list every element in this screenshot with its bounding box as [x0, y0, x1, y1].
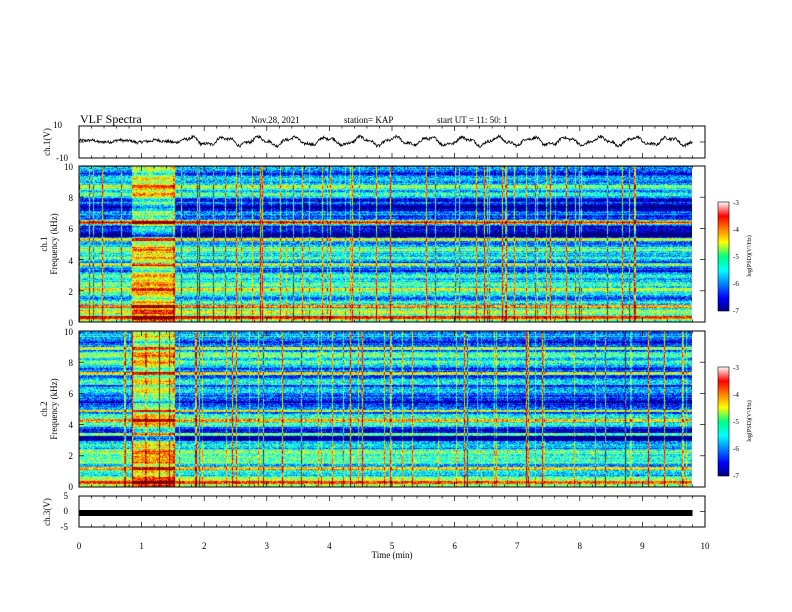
- ch2-cbar-tick-m5: -5: [733, 418, 739, 426]
- ch3-y-ticks: [78, 495, 706, 528]
- ch2-spectrogram-ylabel-line1: ch.2: [39, 401, 49, 416]
- ch1-spectrogram-panel: 0 2 4 6 8 10 ch.1 Frequency (kHz): [39, 162, 706, 328]
- ch1-colorbar-label: log(PSD)(V²/Hz): [746, 235, 753, 276]
- ch1-spectrogram-ylabel-line1: ch.1: [39, 236, 49, 251]
- ch1-waveform-bg: [79, 126, 705, 158]
- xtick-label-10: 10: [701, 541, 711, 551]
- ch2-ytick-10: 10: [64, 327, 74, 337]
- ch1-ytick-4: 4: [69, 256, 74, 266]
- ch1-spectrogram-ticks: [78, 165, 706, 323]
- ch1-ytick-2: 2: [69, 287, 74, 297]
- xtick-label-7: 7: [515, 541, 520, 551]
- xtick-label-3: 3: [265, 541, 270, 551]
- ch2-ytick-4: 4: [69, 420, 74, 430]
- ch2-colorbar-gradient: [717, 366, 730, 477]
- ch2-colorbar-label: log(PSD)(V²/Hz): [746, 400, 753, 441]
- ch1-ytick-top: 10: [53, 120, 63, 130]
- xtick-label-6: 6: [452, 541, 457, 551]
- ch3-waveform-trace: [79, 510, 693, 516]
- start-time-label: start UT = 11: 50: 1: [437, 115, 508, 125]
- x-axis: 0 1 2 3 4 5 6 7 8 9 10 Time (min): [77, 541, 710, 560]
- ch1-ytick-10: 10: [64, 162, 74, 172]
- ch1-cbar-tick-m4: -4: [733, 226, 739, 234]
- ch3-waveform-panel: 5 0 -5 ch.3(V): [42, 491, 706, 532]
- ch1-cbar-tick-m3: -3: [733, 199, 739, 207]
- xtick-label-1: 1: [139, 541, 144, 551]
- xtick-label-8: 8: [578, 541, 583, 551]
- ch1-cbar-tick-m5: -5: [733, 253, 739, 261]
- ch1-ytick-0: 0: [69, 318, 74, 328]
- ch1-colorbar-gradient: [717, 201, 730, 312]
- xtick-label-4: 4: [327, 541, 332, 551]
- ch2-spectrogram-ticks: [78, 330, 706, 488]
- ch2-cbar-tick-m7: -7: [733, 472, 739, 480]
- ch1-waveform-trace: [78, 134, 693, 149]
- ch2-cbar-tick-m4: -4: [733, 391, 739, 399]
- xtick-label-9: 9: [640, 541, 645, 551]
- ch1-ytick-8: 8: [69, 193, 74, 203]
- xtick-label-0: 0: [77, 541, 82, 551]
- ch3-ytick-bottom: -5: [61, 522, 69, 532]
- figure-title: VLF Spectra: [80, 112, 142, 126]
- date-label: Nov.28, 2021: [251, 115, 300, 125]
- ch3-ytick-mid: 0: [64, 506, 69, 516]
- ch3-ytick-top: 5: [64, 491, 69, 501]
- ch1-cbar-tick-m7: -7: [733, 307, 739, 315]
- ch1-ytick-6: 6: [69, 224, 74, 234]
- xtick-label-5: 5: [390, 541, 395, 551]
- ch1-cbar-tick-m6: -6: [733, 280, 739, 288]
- ch1-waveform-panel: 10 -10 ch.1(V): [42, 120, 706, 163]
- x-axis-label: Time (min): [372, 550, 413, 560]
- xtick-label-2: 2: [202, 541, 207, 551]
- ch1-y-ticks: [78, 125, 706, 159]
- ch2-colorbar: -3 -4 -5 -6 -7 log(PSD)(V²/Hz): [717, 364, 753, 480]
- ch1-waveform-ylabel: ch.1(V): [42, 128, 52, 156]
- ch2-spectrogram-image: [79, 331, 692, 487]
- ch2-ytick-6: 6: [69, 389, 74, 399]
- ch1-spectrogram-ylabel-line2: Frequency (kHz): [49, 213, 59, 274]
- ch1-colorbar: -3 -4 -5 -6 -7 log(PSD)(V²/Hz): [717, 199, 753, 315]
- ch2-ytick-2: 2: [69, 451, 74, 461]
- ch2-ytick-0: 0: [69, 482, 74, 492]
- ch3-waveform-ylabel: ch.3(V): [42, 498, 52, 526]
- ch1-ytick-bottom: -10: [56, 153, 68, 163]
- ch2-cbar-tick-m3: -3: [733, 364, 739, 372]
- ch2-cbar-tick-m6: -6: [733, 445, 739, 453]
- ch2-spectrogram-panel: 0 2 4 6 8 10 ch.2 Frequency (kHz): [39, 327, 706, 492]
- station-label: station= KAP: [344, 115, 393, 125]
- ch2-ytick-8: 8: [69, 358, 74, 368]
- ch2-spectrogram-ylabel-line2: Frequency (kHz): [49, 378, 59, 439]
- ch1-spectrogram-image: [79, 166, 692, 322]
